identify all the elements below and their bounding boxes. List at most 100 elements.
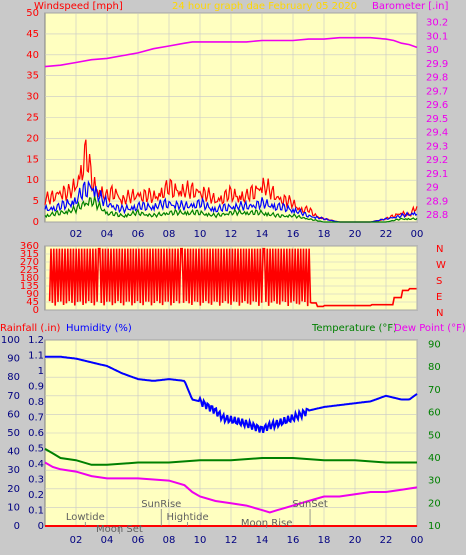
rain-tick-label: 0.8: [28, 397, 44, 408]
x-tick-label-top: 04: [101, 229, 114, 240]
windspeed-tick-label: 35: [26, 71, 39, 82]
direction-tick-label: 225: [20, 265, 39, 276]
windspeed-tick-label: 0: [33, 217, 39, 228]
dewpoint-series: [44, 461, 418, 514]
x-tick-label-top: 08: [163, 229, 176, 240]
barometer-tick-label: 29.2: [426, 155, 448, 166]
rain-tick-label: 1.2: [28, 335, 44, 346]
annotation-label: Moon Set: [96, 524, 143, 535]
compass-label: N: [436, 244, 443, 255]
x-tick-label-top: 00: [411, 229, 424, 240]
barometer-tick-label: 29.3: [426, 141, 448, 152]
temperature-tick-label: 80: [428, 362, 441, 373]
windspeed-tick-label: 20: [26, 133, 39, 144]
compass-label: E: [436, 292, 442, 303]
direction-series: [48, 247, 417, 308]
windspeed-tick-label: 15: [26, 154, 39, 165]
humidity-tick-label: 90: [7, 354, 20, 365]
windspeed-tick-label: 40: [26, 50, 39, 61]
temperature-tick-label: 70: [428, 385, 441, 396]
humidity-series: [45, 355, 418, 434]
rain-tick-label: 0.5: [28, 444, 44, 455]
annotation-label: SunSet: [292, 499, 328, 510]
direction-tick-label: 45: [26, 297, 39, 308]
temperature-tick-label: 20: [428, 498, 441, 509]
compass-label: S: [436, 276, 442, 287]
humidity-tick-label: 40: [7, 447, 20, 458]
x-tick-label-bottom: 14: [256, 535, 269, 546]
x-tick-label-top: 22: [380, 229, 393, 240]
compass-label: W: [436, 260, 446, 271]
x-tick-label-bottom: 08: [163, 535, 176, 546]
x-tick-label-bottom: 20: [349, 535, 362, 546]
x-tick-label-top: 10: [194, 229, 207, 240]
x-tick-label-bottom: 16: [287, 535, 300, 546]
x-tick-label-top: 16: [287, 229, 300, 240]
temperature-tick-label: 50: [428, 430, 441, 441]
x-tick-label-bottom: 00: [411, 535, 424, 546]
rain-tick-label: 1.1: [28, 351, 44, 362]
direction-tick-label: 90: [26, 289, 39, 300]
humidity-tick-label: 50: [7, 428, 20, 439]
x-tick-label-bottom: 02: [70, 535, 83, 546]
x-tick-label-bottom: 18: [318, 535, 331, 546]
barometer-tick-label: 29.5: [426, 114, 448, 125]
windspeed-tick-label: 10: [26, 175, 39, 186]
barometer-tick-label: 30.2: [426, 18, 448, 29]
direction-tick-label: 360: [20, 241, 39, 252]
humidity-label: Humidity (%): [66, 323, 132, 334]
wind-series-low: [44, 196, 418, 223]
temperature-tick-label: 10: [428, 521, 441, 532]
annotation-label: Hightide: [167, 512, 209, 523]
temperature-tick-label: 90: [428, 340, 441, 351]
direction-tick-label: 315: [20, 249, 39, 260]
humidity-tick-label: 80: [7, 372, 20, 383]
rainfall-label: Rainfall (.in): [0, 323, 61, 334]
windspeed-title: Windspeed [mph]: [34, 1, 123, 12]
x-tick-label-bottom: 10: [194, 535, 207, 546]
direction-tick-label: 180: [20, 273, 39, 284]
barometer-series: [44, 36, 418, 68]
humidity-tick-label: 70: [7, 391, 20, 402]
barometer-tick-label: 29.6: [426, 100, 448, 111]
temperature-tick-label: 60: [428, 408, 441, 419]
windspeed-tick-label: 45: [26, 29, 39, 40]
barometer-tick-label: 29.1: [426, 169, 448, 180]
rain-tick-label: 1: [38, 366, 44, 377]
rain-tick-label: 0.9: [28, 382, 44, 393]
barometer-tick-label: 29.4: [426, 128, 448, 139]
compass-label: N: [436, 308, 443, 319]
direction-tick-label: 0: [33, 305, 39, 316]
windspeed-tick-label: 50: [26, 8, 39, 19]
x-tick-label-top: 02: [70, 229, 83, 240]
rain-tick-label: 0.2: [28, 490, 44, 501]
x-tick-label-bottom: 04: [101, 535, 114, 546]
rain-tick-label: 0.4: [28, 459, 44, 470]
barometer-tick-label: 28.8: [426, 210, 448, 221]
rain-tick-label: 0.7: [28, 413, 44, 424]
rain-tick-label: 0.3: [28, 475, 44, 486]
x-tick-label-top: 12: [225, 229, 238, 240]
graph-date-title: 24 hour graph dae February 05 2020: [172, 1, 357, 12]
windspeed-tick-label: 30: [26, 92, 39, 103]
x-tick-label-top: 14: [256, 229, 269, 240]
humidity-tick-label: 100: [1, 335, 20, 346]
humidity-tick-label: 20: [7, 484, 20, 495]
windspeed-tick-label: 5: [33, 196, 39, 207]
humidity-tick-label: 0: [14, 521, 20, 532]
barometer-tick-label: 30.1: [426, 31, 448, 42]
barometer-tick-label: 30: [426, 45, 439, 56]
dewpoint-label: Dew Point (°F): [394, 323, 466, 334]
temperature-tick-label: 40: [428, 453, 441, 464]
rain-tick-label: 0: [38, 521, 44, 532]
barometer-tick-label: 29.7: [426, 86, 448, 97]
humidity-tick-label: 10: [7, 502, 20, 513]
x-tick-label-top: 20: [349, 229, 362, 240]
barometer-title: Barometer [.in]: [372, 1, 448, 12]
rain-tick-label: 0.6: [28, 428, 44, 439]
x-tick-label-top: 06: [132, 229, 145, 240]
humidity-tick-label: 60: [7, 409, 20, 420]
annotation-label: SunRise: [141, 499, 181, 510]
